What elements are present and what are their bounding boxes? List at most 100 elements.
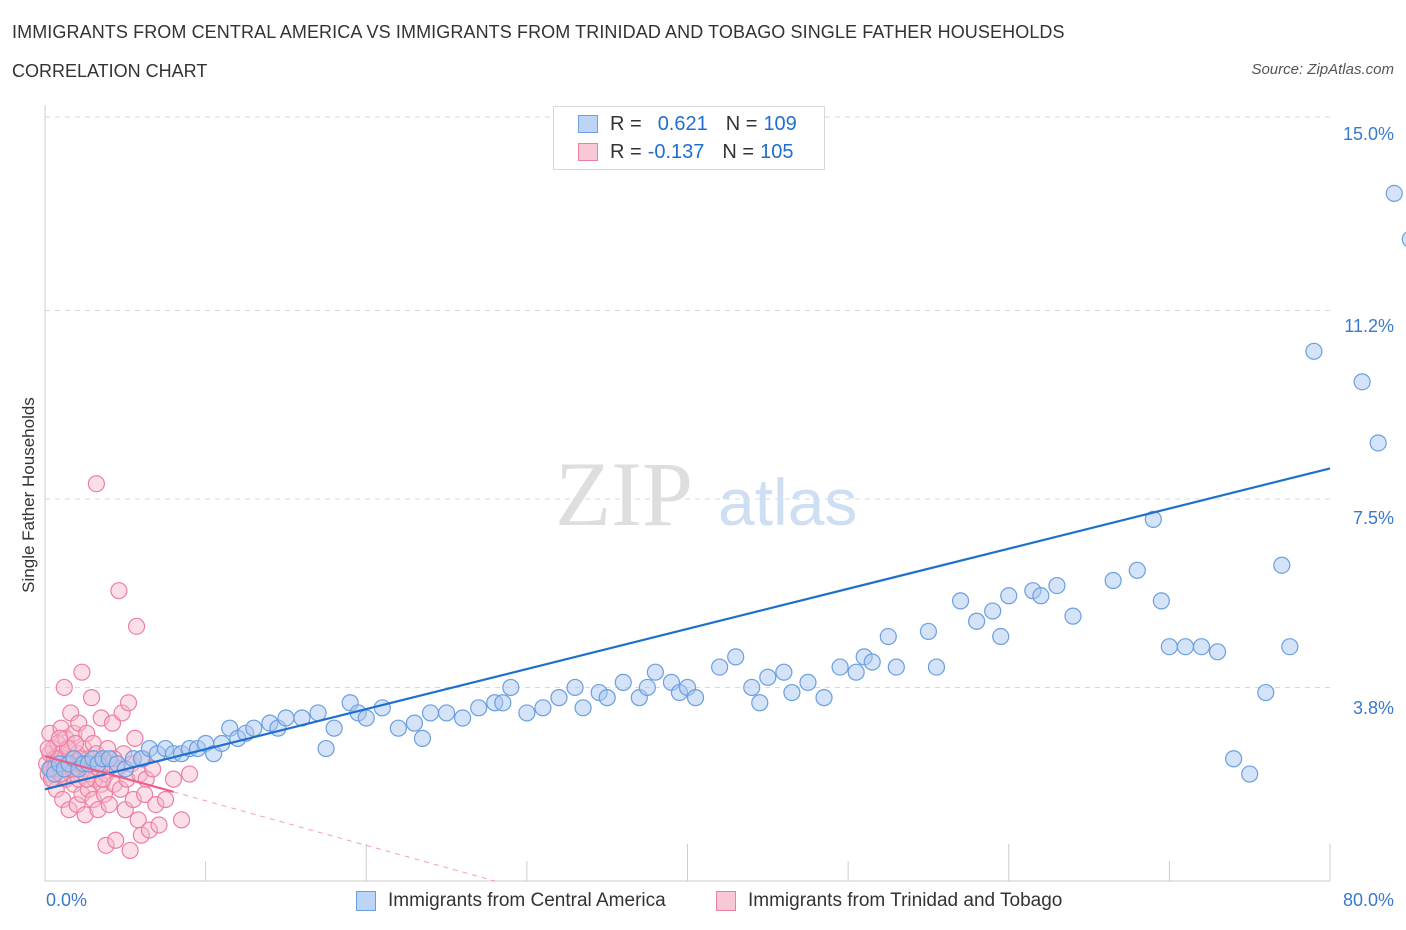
trinidad-tobago-point <box>140 821 159 839</box>
y-tick-label: 11.2% <box>1344 316 1394 336</box>
bottom-legend-label: Immigrants from Trinidad and Tobago <box>748 890 1063 911</box>
y-tick-label: 15.0% <box>1342 124 1394 144</box>
central-america-point <box>1401 231 1406 247</box>
central-america-point <box>992 627 1010 646</box>
trinidad-tobago-point <box>126 729 144 747</box>
central-america-point <box>494 694 512 712</box>
central-america-point <box>799 673 817 691</box>
legend-row-central-america: R = 0.621 N = 109 <box>578 112 797 136</box>
trinidad-tobago-point <box>92 709 110 727</box>
central-america-point <box>245 719 263 737</box>
central-america-point <box>968 612 986 630</box>
trinidad-tobago-point <box>111 780 130 798</box>
trinidad-tobago-points <box>38 475 199 860</box>
bottom-legend-central-america: Immigrants from Central America <box>356 890 666 912</box>
central-america-point <box>373 699 391 717</box>
trinidad-tobago-point <box>50 729 69 747</box>
legend-r-value: -0.137 <box>647 140 705 163</box>
trinidad-tobago-point <box>144 760 162 778</box>
trinidad-tobago-point <box>55 678 73 697</box>
central-america-point <box>1385 184 1403 202</box>
y-tick-label: 3.8% <box>1352 698 1394 718</box>
central-america-point <box>1225 750 1243 768</box>
central-america-point <box>727 648 745 666</box>
central-america-point <box>775 663 793 681</box>
central-america-point <box>1152 592 1170 610</box>
central-america-point <box>1176 638 1195 656</box>
central-america-point <box>1128 561 1146 579</box>
central-america-point <box>1257 683 1275 702</box>
central-america-point <box>1104 571 1122 590</box>
central-america-point <box>1305 342 1323 360</box>
chart-title: IMMIGRANTS FROM CENTRAL AMERICA VS IMMIG… <box>12 22 1065 42</box>
central-america-point <box>534 699 552 717</box>
central-america-point <box>614 673 632 691</box>
trinidad-tobago-point <box>87 475 106 493</box>
legend-swatch-blue <box>578 115 598 133</box>
trinidad-tobago-point <box>119 694 138 712</box>
central-america-points <box>41 184 1406 783</box>
legend-n-value: 109 <box>763 112 797 135</box>
bottom-legend-swatch-pink <box>716 891 736 911</box>
trinidad-tobago-point <box>147 795 165 814</box>
bottom-legend-trinidad-tobago: Immigrants from Trinidad and Tobago <box>716 890 1062 912</box>
central-america-point <box>686 689 705 707</box>
legend-swatch-pink <box>578 143 598 161</box>
central-america-point <box>815 689 833 707</box>
legend-n-label: N = <box>722 140 755 163</box>
central-america-point <box>437 704 456 722</box>
trinidad-tobago-point <box>127 617 146 635</box>
central-america-point <box>1064 607 1082 625</box>
legend-r-label: R = <box>610 140 642 163</box>
trinidad-tobago-point <box>150 816 168 834</box>
y-tick-label: 7.5% <box>1352 508 1394 528</box>
trinidad-tobago-point <box>172 811 191 829</box>
trinidad-tobago-point <box>107 831 125 849</box>
central-america-point <box>277 709 295 727</box>
trinidad-tobago-point <box>76 806 94 824</box>
legend-n-value: 105 <box>760 140 794 163</box>
correlation-legend: R = 0.621 N = 109 R = -0.137 N = 105 <box>553 106 825 170</box>
trinidad-tobago-point <box>100 795 118 814</box>
bottom-legend-swatch-blue <box>356 891 376 911</box>
bottom-legend-label: Immigrants from Central America <box>388 890 666 911</box>
legend-r-label: R = <box>610 112 642 135</box>
trendlines <box>44 467 1331 882</box>
trinidad-tobago-point <box>164 770 183 788</box>
central-america-point <box>863 653 881 671</box>
central-america-point <box>1281 638 1299 656</box>
trinidad-tobago-trendline <box>44 755 174 793</box>
central-america-point <box>1353 373 1371 391</box>
trinidad-tobago-point <box>113 704 131 722</box>
central-america-point <box>1208 643 1227 661</box>
legend-n-label: N = <box>725 112 758 135</box>
central-america-point <box>1273 556 1291 574</box>
x-tick-label-min: 0.0% <box>46 890 88 910</box>
central-america-point <box>743 678 761 697</box>
chart-source: Source: ZipAtlas.com <box>1251 61 1394 78</box>
central-america-point <box>1241 765 1259 783</box>
central-america-point <box>646 663 664 681</box>
central-america-point <box>1369 434 1387 452</box>
trinidad-tobago-point <box>82 689 101 707</box>
trinidad-tobago-point <box>84 790 102 809</box>
grid-lines <box>45 116 1330 688</box>
central-america-point <box>309 704 327 722</box>
trinidad-tobago-point <box>156 790 175 809</box>
central-america-point <box>1160 638 1178 656</box>
central-america-point <box>389 719 407 737</box>
watermark-zip: ZIP <box>555 443 693 545</box>
central-america-point <box>550 689 568 707</box>
trinidad-tobago-point <box>78 724 96 742</box>
axes <box>44 105 1331 882</box>
trinidad-tobago-point <box>97 836 115 854</box>
trinidad-tobago-point <box>73 663 91 681</box>
central-america-point <box>879 627 897 646</box>
central-america-point <box>413 729 432 747</box>
watermark-atlas: atlas <box>718 465 857 539</box>
central-america-point <box>951 592 970 610</box>
trinidad-tobago-point <box>110 582 128 600</box>
central-america-point <box>919 622 938 641</box>
central-america-point <box>1048 576 1066 595</box>
central-america-trendline <box>44 467 1331 791</box>
